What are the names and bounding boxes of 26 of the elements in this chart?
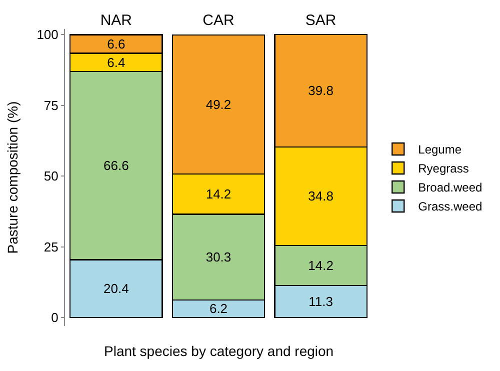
data-label: 6.2	[209, 301, 228, 316]
data-label: 34.8	[308, 188, 334, 204]
y-tick-label: 0	[51, 310, 58, 326]
data-label: 20.4	[104, 281, 129, 296]
y-tick-label: 25	[44, 239, 58, 254]
data-label: 6.6	[107, 36, 126, 52]
legend-label: Legume	[418, 142, 462, 157]
y-tick-label: 50	[44, 168, 58, 184]
x-tick-label: NAR	[100, 12, 132, 29]
y-tick-label: 75	[44, 98, 58, 113]
data-label: 6.4	[107, 54, 126, 70]
x-axis-title: Plant species by category and region	[104, 343, 334, 359]
data-label: 30.3	[206, 250, 232, 265]
x-tick-label: SAR	[305, 12, 336, 29]
legend-label: Grass.weed	[418, 200, 482, 214]
data-label: 39.8	[308, 83, 334, 98]
data-label: 49.2	[206, 97, 232, 112]
data-label: 66.6	[104, 158, 129, 174]
x-tick-label: CAR	[202, 12, 234, 29]
data-label: 14.2	[206, 186, 232, 202]
data-label: 14.2	[308, 258, 334, 273]
legend-label: Broad.weed	[418, 180, 482, 195]
y-axis-title: Pasture composition (%)	[4, 101, 20, 254]
legend-label: Ryegrass	[418, 162, 469, 176]
data-label: 11.3	[308, 294, 333, 310]
y-tick-label: 100	[36, 27, 58, 42]
